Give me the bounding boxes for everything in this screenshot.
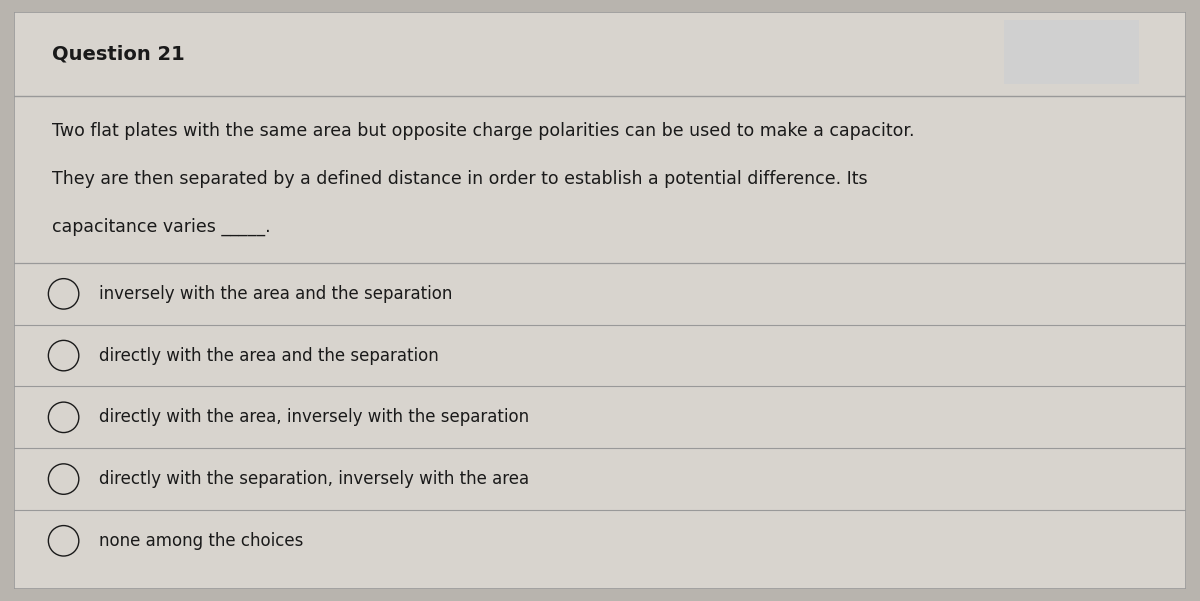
Text: none among the choices: none among the choices xyxy=(98,532,304,550)
Text: They are then separated by a defined distance in order to establish a potential : They are then separated by a defined dis… xyxy=(52,170,868,188)
Text: capacitance varies _____.: capacitance varies _____. xyxy=(52,218,270,236)
Text: directly with the area and the separation: directly with the area and the separatio… xyxy=(98,347,438,365)
Text: directly with the separation, inversely with the area: directly with the separation, inversely … xyxy=(98,470,529,488)
Text: directly with the area, inversely with the separation: directly with the area, inversely with t… xyxy=(98,408,529,426)
Text: Two flat plates with the same area but opposite charge polarities can be used to: Two flat plates with the same area but o… xyxy=(52,123,914,141)
Text: inversely with the area and the separation: inversely with the area and the separati… xyxy=(98,285,452,303)
Text: Question 21: Question 21 xyxy=(52,44,185,63)
FancyBboxPatch shape xyxy=(1004,19,1139,84)
